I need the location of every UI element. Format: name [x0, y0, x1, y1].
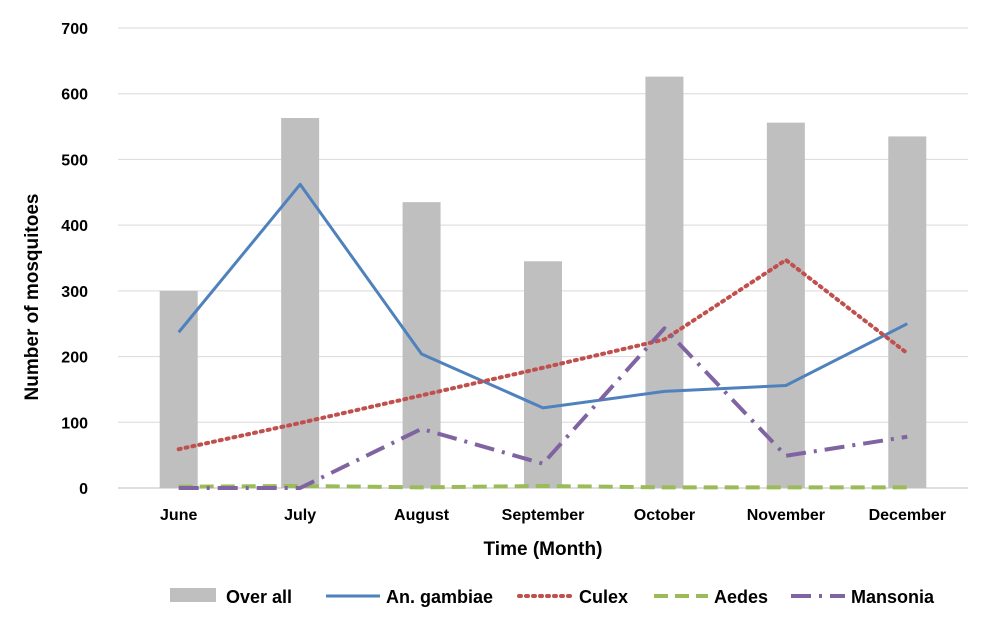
legend-label-mansonia: Mansonia — [851, 587, 935, 607]
x-tick-label: December — [869, 507, 946, 524]
x-tick-label: October — [634, 507, 695, 524]
bar-over-all — [281, 118, 320, 489]
series-line-mansonia — [178, 326, 908, 490]
bar-over-all — [766, 122, 805, 488]
bar-over-all — [524, 261, 562, 488]
series-line-culex — [176, 257, 910, 452]
bar-over-all — [888, 136, 927, 488]
legend: Over all An. gambiae Culex Aedes Mansonia — [170, 587, 935, 607]
x-tick-labels: June July August September October November De… — [160, 507, 946, 524]
x-tick-label: November — [747, 507, 825, 524]
y-tick-label: 100 — [61, 415, 88, 432]
y-tick-label: 700 — [61, 21, 88, 38]
series-line-an-gambiae — [177, 182, 908, 410]
y-tick-labels: 0 100 200 300 400 500 600 700 — [61, 21, 88, 498]
bar-over-all — [159, 290, 198, 488]
y-tick-label: 500 — [61, 152, 88, 169]
bars — [159, 76, 927, 489]
x-tick-label: September — [502, 507, 585, 524]
legend-label-over-all: Over all — [226, 587, 292, 607]
legend-label-culex: Culex — [579, 587, 628, 607]
y-tick-label: 200 — [61, 350, 88, 367]
x-axis-title: Time (Month) — [484, 539, 603, 560]
legend-swatch-over-all — [170, 588, 216, 602]
y-tick-label: 400 — [61, 218, 88, 235]
series-line-aedes — [178, 484, 908, 490]
y-tick-label: 600 — [61, 87, 88, 104]
y-axis-title: Number of mosquitoes — [22, 194, 43, 401]
x-tick-label: August — [394, 507, 450, 524]
bar-over-all — [645, 76, 684, 488]
x-tick-label: July — [284, 507, 316, 524]
bar-over-all — [402, 202, 441, 488]
legend-label-aedes: Aedes — [714, 587, 768, 607]
series-lines — [176, 182, 910, 490]
y-tick-label: 300 — [61, 284, 88, 301]
y-tick-label: 0 — [79, 481, 88, 498]
legend-label-an-gambiae: An. gambiae — [386, 587, 493, 607]
x-tick-label: June — [160, 507, 197, 524]
